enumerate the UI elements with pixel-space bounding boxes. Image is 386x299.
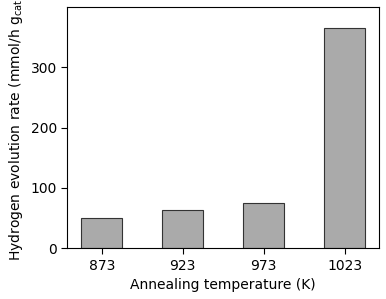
Bar xyxy=(324,28,365,248)
X-axis label: Annealing temperature (K): Annealing temperature (K) xyxy=(130,278,316,292)
Bar xyxy=(244,203,284,248)
Bar xyxy=(81,218,122,248)
Y-axis label: Hydrogen evolution rate (mmol/h g$_\mathregular{cat}$): Hydrogen evolution rate (mmol/h g$_\math… xyxy=(7,0,25,261)
Bar xyxy=(163,210,203,248)
